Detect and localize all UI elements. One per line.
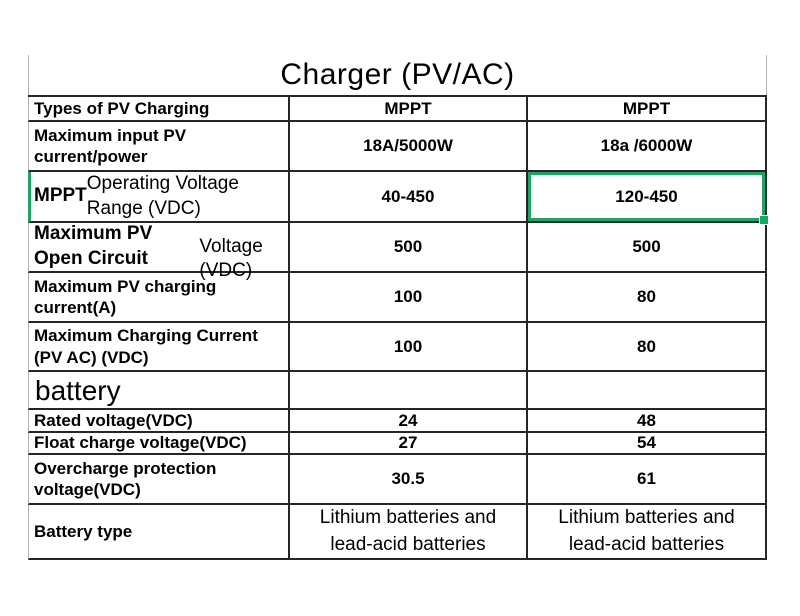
- table-row-mppt-operating-range: MPPT Operating Voltage Range (VDC) 40-45…: [28, 172, 769, 225]
- spec-label-cell: Float charge voltage(VDC): [28, 433, 290, 455]
- spec-value-cell: 18A/5000W: [290, 122, 528, 172]
- spec-label-text: Maximum input PV current/power: [34, 125, 187, 166]
- spec-label-text: Rated voltage(VDC): [34, 410, 193, 430]
- section-header-text: battery: [35, 374, 121, 406]
- spec-value-cell: 500: [528, 223, 767, 273]
- spec-value-cell: 40-450: [290, 172, 528, 223]
- charger-spec-table: Charger (PV/AC) Types of PV Charging MPP…: [28, 55, 769, 560]
- spec-value-cell: MPPT: [290, 97, 528, 122]
- spec-value-cell: 48: [528, 410, 767, 433]
- spec-label-cell: Battery type: [28, 505, 290, 560]
- spec-label-cell: Maximum PV charging current(A): [28, 273, 290, 323]
- table-row-types-of-pv-charging: Types of PV Charging MPPT MPPT: [28, 97, 767, 122]
- table-title: Charger (PV/AC): [28, 55, 767, 95]
- spec-label-text: Maximum PV charging current(A): [34, 276, 217, 317]
- table-row-max-pv-charging-current: Maximum PV charging current(A) 100 80: [28, 273, 767, 323]
- spec-label-text: Overcharge protection voltage(VDC): [34, 458, 217, 499]
- table-row-overcharge-protection: Overcharge protection voltage(VDC) 30.5 …: [28, 455, 767, 505]
- spec-label-cell: Rated voltage(VDC): [28, 410, 290, 433]
- spec-label-cell: Types of PV Charging: [28, 97, 290, 122]
- spec-label-text: Maximum Charging Current (PV AC) (VDC): [34, 326, 258, 367]
- spec-label-text: Types of PV Charging: [34, 98, 210, 118]
- spec-value-cell: 61: [528, 455, 767, 505]
- table-row-battery-section: battery: [28, 372, 767, 410]
- spec-label-cell: Overcharge protection voltage(VDC): [28, 455, 290, 505]
- spec-value-cell: 80: [528, 323, 767, 372]
- empty-cell: [290, 372, 528, 410]
- table-row-max-input-pv: Maximum input PV current/power 18A/5000W…: [28, 122, 767, 172]
- spec-value-cell: 30.5: [290, 455, 528, 505]
- spec-value-cell: 24: [290, 410, 528, 433]
- table-row-battery-type: Battery type Lithium batteries and lead-…: [28, 505, 767, 560]
- spec-label-cell: Maximum input PV current/power: [28, 122, 290, 172]
- spec-label-text: Maximum PV Open Circuit: [34, 223, 153, 269]
- spec-value-cell: MPPT: [528, 97, 767, 122]
- section-header-cell: battery: [28, 372, 290, 410]
- spec-value-cell: 80: [528, 273, 767, 323]
- spec-label-text: MPPT: [34, 185, 87, 207]
- spec-value-cell: 18a /6000W: [528, 122, 767, 172]
- spec-label-text: Float charge voltage(VDC): [34, 433, 247, 453]
- spec-value-cell: 500: [290, 223, 528, 273]
- spec-value-cell: 54: [528, 433, 767, 455]
- spec-value-cell: Lithium batteries and lead-acid batterie…: [528, 505, 767, 560]
- spec-label-cell: Maximum PV Open Circuit Voltage (VDC): [28, 223, 290, 281]
- selected-cell[interactable]: 120-450: [528, 172, 769, 225]
- table-body: Types of PV Charging MPPT MPPT Maximum i…: [28, 95, 769, 560]
- fill-handle[interactable]: [759, 215, 769, 225]
- empty-cell: [528, 372, 767, 410]
- spec-label-cell: Maximum Charging Current (PV AC) (VDC): [28, 323, 290, 372]
- spec-label-text: Battery type: [34, 521, 133, 541]
- spec-value-cell: 100: [290, 273, 528, 323]
- spec-value-cell: 27: [290, 433, 528, 455]
- table-row-float-charge-voltage: Float charge voltage(VDC) 27 54: [28, 433, 767, 455]
- spec-value-cell: Lithium batteries and lead-acid batterie…: [290, 505, 528, 560]
- spec-label-cell: MPPT Operating Voltage Range (VDC): [28, 172, 290, 223]
- spec-value-cell: 100: [290, 323, 528, 372]
- table-row-rated-voltage: Rated voltage(VDC) 24 48: [28, 410, 767, 433]
- table-row-max-charging-current: Maximum Charging Current (PV AC) (VDC) 1…: [28, 323, 767, 372]
- table-row-max-pv-open-circuit: Maximum PV Open Circuit Voltage (VDC) 50…: [28, 223, 767, 281]
